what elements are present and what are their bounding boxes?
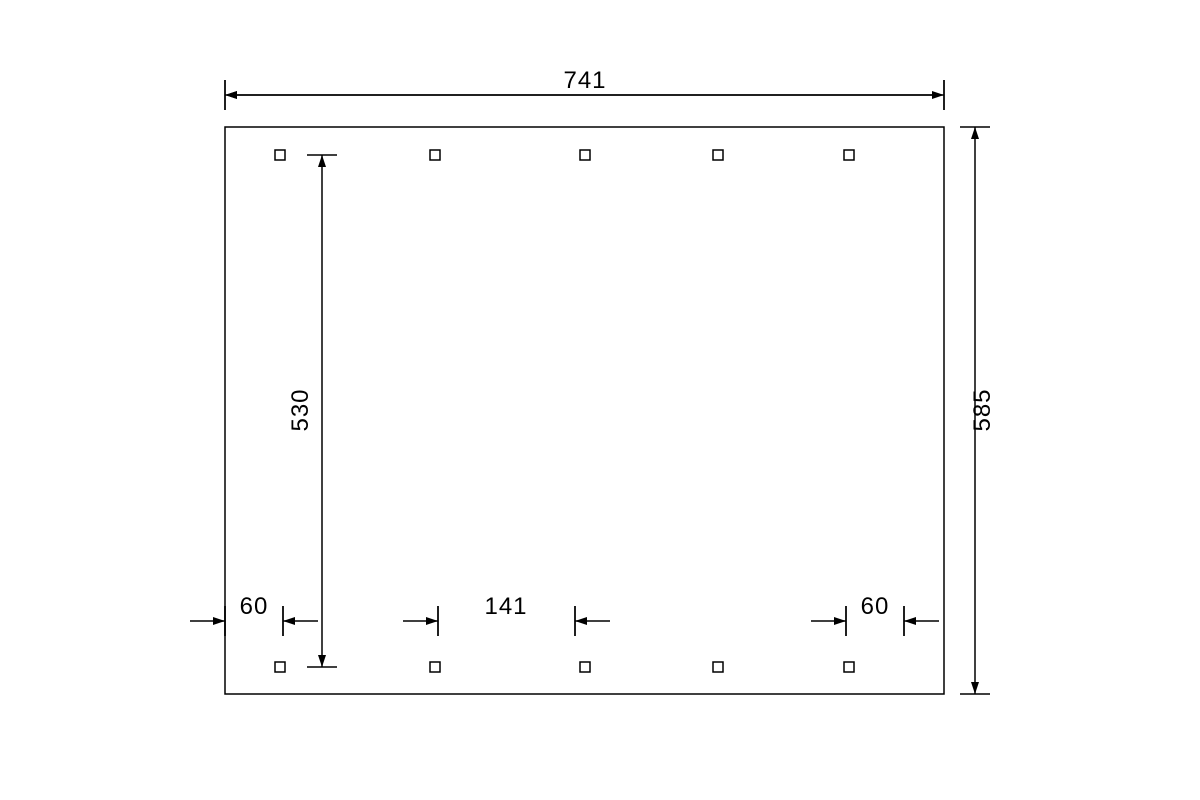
dim-label: 141 [484,593,527,620]
dim-label: 741 [563,67,606,94]
dim-label: 530 [287,388,314,431]
dim-label: 60 [861,593,890,620]
dim-label: 585 [969,388,996,431]
dim-label: 60 [240,593,269,620]
technical-drawing: 741 585 530 60 141 60 [0,0,1200,800]
